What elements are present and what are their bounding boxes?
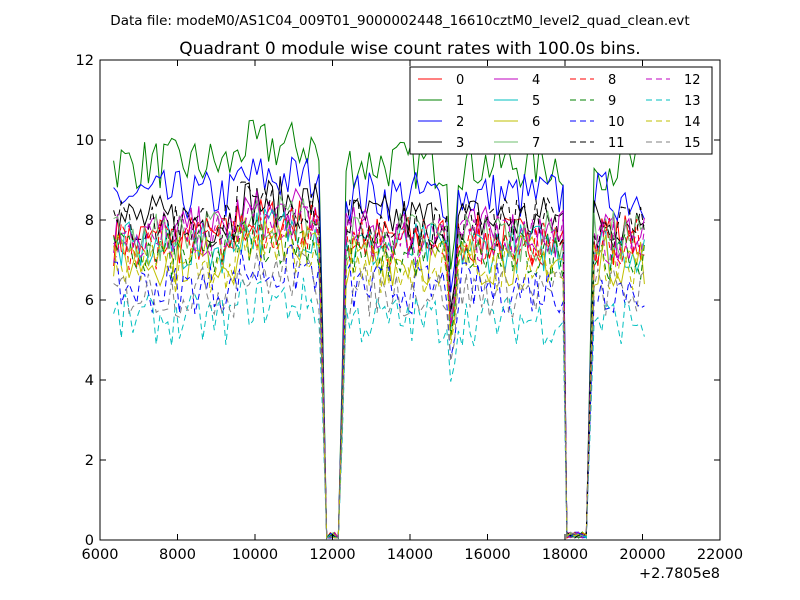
- legend-label-11: 11: [608, 136, 625, 151]
- x-tick-label: 14000: [387, 547, 433, 563]
- series-line-13: [113, 277, 645, 540]
- x-tick-label: 12000: [309, 547, 355, 563]
- series-line-11: [113, 181, 645, 540]
- x-tick-label: 8000: [159, 547, 196, 563]
- x-offset-label: +2.7805e8: [639, 566, 720, 582]
- x-tick-label: 22000: [697, 547, 743, 563]
- series-line-15: [113, 249, 645, 539]
- x-axis: 6000 8000 10000 12000 14000 16000 18000 20000 22…: [82, 60, 743, 563]
- legend-label-0: 0: [456, 73, 464, 88]
- chart-title: Quadrant 0 module wise count rates with …: [179, 39, 640, 59]
- series-line-1: [113, 119, 645, 540]
- series-line-12: [113, 202, 645, 540]
- y-tick-label: 6: [85, 293, 94, 309]
- legend-label-12: 12: [684, 73, 701, 88]
- series-layer: [113, 119, 645, 540]
- legend-label-3: 3: [456, 136, 464, 151]
- legend-label-7: 7: [532, 136, 540, 151]
- x-tick-label: 10000: [232, 547, 278, 563]
- legend-label-5: 5: [532, 94, 540, 109]
- series-line-10: [113, 244, 645, 540]
- y-tick-label: 12: [76, 53, 94, 69]
- x-tick-label: 18000: [542, 547, 588, 563]
- series-line-9: [113, 218, 645, 540]
- legend-box: [409, 66, 713, 155]
- y-tick-label: 8: [85, 213, 94, 229]
- legend-label-15: 15: [684, 136, 701, 151]
- legend-label-10: 10: [608, 115, 625, 130]
- legend-label-1: 1: [456, 94, 464, 109]
- legend-label-6: 6: [532, 115, 540, 130]
- x-tick-label: 16000: [464, 547, 510, 563]
- series-line-14: [113, 223, 645, 539]
- y-tick-label: 0: [85, 533, 94, 549]
- y-tick-label: 2: [85, 453, 94, 469]
- legend-label-8: 8: [608, 73, 616, 88]
- data-file-header: Data file: modeM0/AS1C04_009T01_90000024…: [110, 13, 689, 29]
- y-tick-label: 4: [85, 373, 94, 389]
- legend-label-2: 2: [456, 115, 464, 130]
- x-tick-label: 20000: [619, 547, 665, 563]
- legend-label-4: 4: [532, 73, 540, 88]
- y-tick-label: 10: [76, 133, 94, 149]
- series-line-6: [113, 217, 645, 540]
- legend-label-9: 9: [608, 94, 616, 109]
- legend-label-13: 13: [684, 94, 701, 109]
- series-line-2: [113, 156, 645, 539]
- legend-label-14: 14: [684, 115, 701, 130]
- series-line-3: [113, 176, 645, 539]
- x-tick-label: 6000: [82, 547, 119, 563]
